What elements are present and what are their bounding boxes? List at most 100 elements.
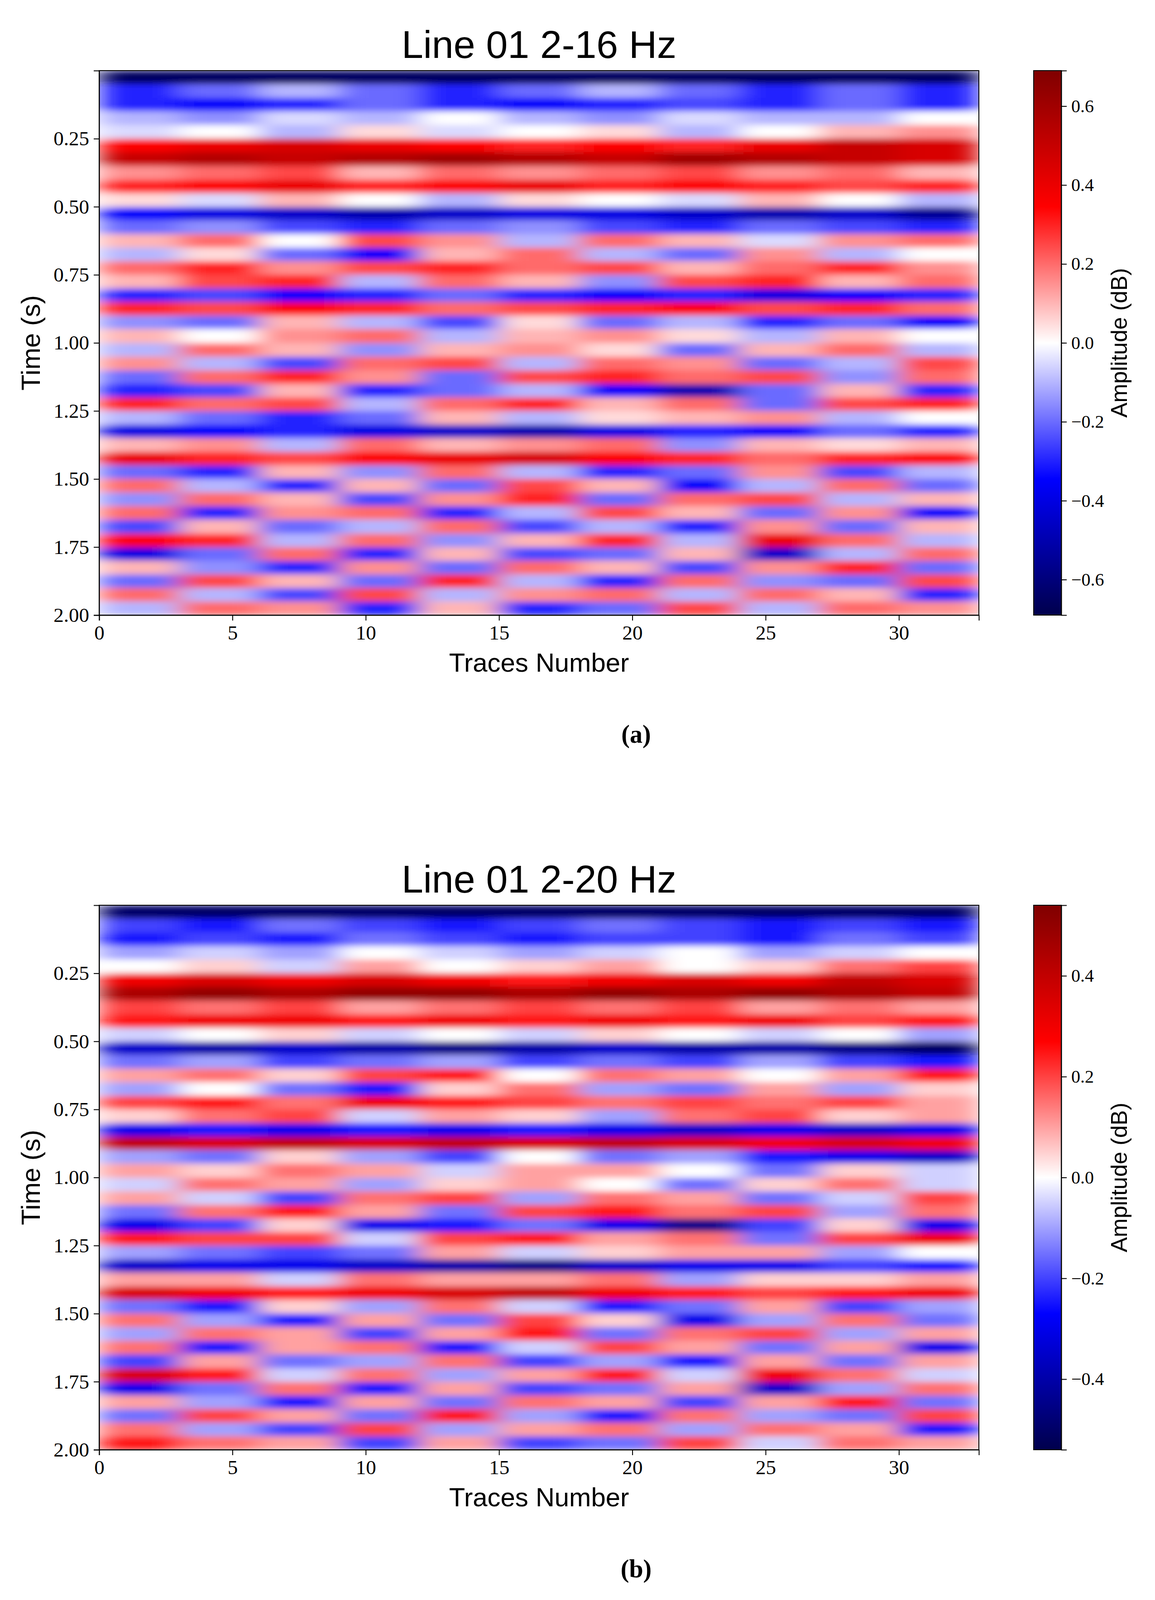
heatmap-cell [419, 905, 500, 920]
heatmap-cell [498, 1055, 580, 1070]
heatmap-cell [498, 206, 580, 221]
heatmap-cell [898, 905, 979, 920]
heatmap-cell [658, 370, 739, 385]
heatmap-cell [99, 343, 180, 358]
heatmap-cell [99, 1395, 180, 1410]
heatmap-cell [819, 1136, 900, 1151]
heatmap-cell [658, 274, 739, 289]
heatmap-cell [579, 1423, 660, 1438]
heatmap-cell [339, 465, 420, 480]
heatmap-cell [419, 247, 500, 262]
heatmap-cell [258, 193, 340, 208]
heatmap-cell [738, 152, 820, 167]
heatmap-cell [99, 1218, 180, 1233]
heatmap-cell [339, 193, 420, 208]
heatmap-cell [579, 193, 660, 208]
colorbar-tick: −0.2 [1061, 1268, 1105, 1290]
heatmap-cell [819, 1232, 900, 1247]
y-tick: 1.50 [53, 467, 100, 491]
x-tick: 10 [355, 1450, 377, 1480]
heatmap-cell [658, 1354, 739, 1369]
heatmap-cell [738, 1313, 820, 1328]
heatmap-cell [898, 533, 979, 548]
heatmap-cell [738, 547, 820, 562]
heatmap-cell [579, 315, 660, 330]
heatmap-cell [579, 919, 660, 934]
figure: 0510152025300.250.500.751.001.251.501.75… [0, 0, 1155, 1600]
heatmap-cell [99, 1300, 180, 1315]
panel-label: (b) [620, 1555, 652, 1584]
heatmap-cell [99, 220, 180, 235]
heatmap-cell [258, 397, 340, 412]
heatmap-cell [658, 111, 739, 126]
colorbar-tick-mark [1061, 1278, 1067, 1280]
heatmap-cell [179, 383, 260, 398]
heatmap-cell [339, 166, 420, 181]
heatmap-cell [579, 932, 660, 947]
y-axis-line [93, 905, 100, 1451]
heatmap-cell [339, 1341, 420, 1356]
heatmap-cell [658, 946, 739, 961]
heatmap-cell [898, 343, 979, 358]
heatmap-cell [898, 124, 979, 139]
heatmap-cell [339, 274, 420, 289]
heatmap-cell [579, 179, 660, 194]
heatmap-cell [339, 301, 420, 317]
heatmap-cell [658, 193, 739, 208]
y-tick-mark [93, 973, 100, 975]
heatmap-cell [898, 519, 979, 534]
heatmap-cell [658, 479, 739, 494]
heatmap-cell [898, 506, 979, 521]
heatmap-cell [819, 1082, 900, 1097]
heatmap-cell [819, 574, 900, 589]
heatmap-cell [179, 1354, 260, 1369]
heatmap-cell [898, 356, 979, 371]
colorbar-tick-mark [1061, 1076, 1067, 1078]
heatmap-cell [658, 919, 739, 934]
heatmap-cell [99, 588, 180, 603]
colorbar-tick-mark [1061, 342, 1067, 344]
x-tick-mark [365, 615, 367, 621]
heatmap-cell [339, 1136, 420, 1151]
x-tick: 15 [488, 1450, 510, 1480]
heatmap-cell [658, 547, 739, 562]
heatmap-cell [99, 1041, 180, 1056]
heatmap-cell [898, 588, 979, 603]
y-tick: 0.50 [53, 1030, 100, 1054]
heatmap-cell [898, 1395, 979, 1410]
heatmap-cell [498, 70, 580, 85]
heatmap-cell [99, 438, 180, 453]
x-tick-mark [365, 1450, 367, 1456]
heatmap-cell [99, 1028, 180, 1043]
heatmap-cell [738, 1246, 820, 1261]
heatmap-cell [898, 1273, 979, 1288]
x-tick-label: 15 [488, 1456, 510, 1480]
heatmap-cell [258, 1327, 340, 1342]
heatmap-cell [99, 193, 180, 208]
heatmap-cell [258, 1178, 340, 1193]
heatmap-cell [258, 356, 340, 371]
heatmap-cell [898, 220, 979, 235]
x-axis: 051015202530 [94, 1450, 979, 1480]
y-tick: 1.25 [53, 1234, 100, 1258]
heatmap-cell [99, 1259, 180, 1274]
heatmap-cell [819, 1041, 900, 1056]
heatmap-cell [579, 1246, 660, 1261]
heatmap-cell [498, 588, 580, 603]
cells [99, 70, 979, 616]
heatmap-cell [258, 1368, 340, 1383]
heatmap-cell [419, 343, 500, 358]
cells [99, 905, 979, 1451]
heatmap-cell [179, 519, 260, 534]
heatmap-cell [339, 179, 420, 194]
heatmap-cell [339, 1436, 420, 1451]
y-tick-label: 2.00 [53, 603, 90, 627]
heatmap-cell [658, 1286, 739, 1301]
heatmap-cell [258, 1014, 340, 1029]
y-tick: 1.75 [53, 1370, 100, 1394]
heatmap-cell [738, 370, 820, 385]
heatmap-cell [738, 301, 820, 317]
colorbar-tick-label: 0.4 [1071, 965, 1094, 987]
heatmap-cell [498, 1136, 580, 1151]
heatmap-cell [819, 560, 900, 576]
